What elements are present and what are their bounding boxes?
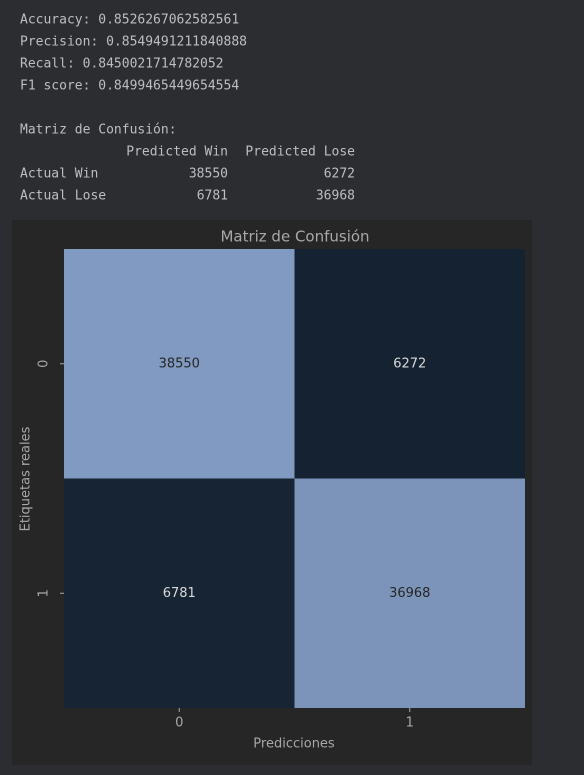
heatmap-cell xyxy=(294,249,525,479)
row-label: Actual Lose xyxy=(20,189,106,204)
heatmap-cell xyxy=(64,478,295,708)
metric-line: Precision: 0.8549491211840888 xyxy=(20,35,247,50)
heatmap-cell xyxy=(294,478,525,708)
column-header: Predicted Lose xyxy=(245,145,355,160)
row-label: Actual Win xyxy=(20,167,98,182)
y-tick-label: 1 xyxy=(37,589,52,597)
heatmap-cell xyxy=(64,249,295,479)
x-tick-label: 1 xyxy=(406,716,414,731)
cell-annotation: 6272 xyxy=(393,356,426,371)
cell-annotation: 6781 xyxy=(163,586,196,601)
cell-value: 6272 xyxy=(324,167,355,182)
x-tick-label: 0 xyxy=(175,716,183,731)
metric-line: F1 score: 0.8499465449654554 xyxy=(20,79,239,94)
y-axis-label: Etiquetas reales xyxy=(19,426,34,531)
cell-value: 38550 xyxy=(189,167,228,182)
x-axis-label: Predicciones xyxy=(253,737,335,752)
chart-title: Matriz de Confusión xyxy=(220,228,369,246)
cell-value: 6781 xyxy=(197,189,228,204)
column-header: Predicted Win xyxy=(126,145,228,160)
metric-line: Accuracy: 0.8526267062582561 xyxy=(20,13,239,28)
metric-line: Recall: 0.8450021714782052 xyxy=(20,57,224,72)
y-tick-label: 0 xyxy=(37,360,52,368)
matrix-title: Matriz de Confusión: xyxy=(20,123,177,138)
cell-annotation: 36968 xyxy=(389,586,430,601)
cell-annotation: 38550 xyxy=(159,356,200,371)
cell-value: 36968 xyxy=(316,189,355,204)
